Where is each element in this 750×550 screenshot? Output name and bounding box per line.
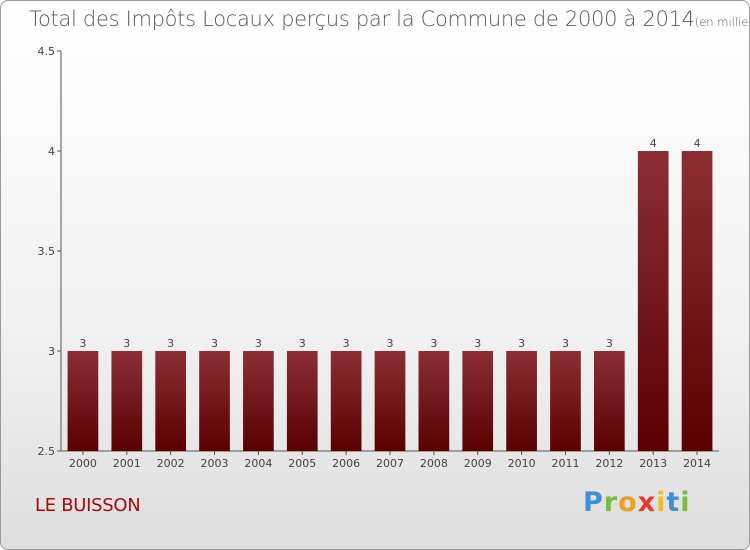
x-tick-label: 2004 (244, 457, 272, 470)
logo-letter: o (618, 487, 638, 518)
proxiti-logo: Proxiti (583, 487, 691, 518)
x-tick-label: 2000 (69, 457, 97, 470)
y-tick-label: 2.5 (38, 445, 56, 458)
x-tick-label: 2011 (551, 457, 579, 470)
x-tick-label: 2014 (683, 457, 711, 470)
logo-letter: P (583, 487, 604, 518)
bar (111, 351, 143, 451)
logo-letter: i (680, 487, 691, 518)
chart-title: Total des Impôts Locaux perçus par la Co… (29, 7, 749, 31)
bar (550, 351, 581, 451)
x-tick-label: 2001 (113, 457, 141, 470)
bar-value-label: 3 (474, 337, 481, 350)
bar (506, 351, 537, 451)
x-tick-label: 2006 (332, 457, 360, 470)
bar (637, 151, 669, 451)
logo-letter: t (666, 487, 681, 518)
x-tick-label: 2003 (201, 457, 229, 470)
y-tick-label: 4 (48, 145, 55, 158)
bar-value-label: 3 (343, 337, 350, 350)
logo-letter: x (637, 487, 657, 518)
logo-letter: r (603, 487, 619, 518)
x-tick-label: 2002 (157, 457, 185, 470)
bar-value-label: 3 (167, 337, 174, 350)
bar (330, 351, 362, 451)
bar-value-label: 3 (299, 337, 306, 350)
bar (155, 351, 187, 451)
x-tick-label: 2010 (508, 457, 536, 470)
y-tick-label: 3 (48, 345, 55, 358)
bar-value-label: 4 (694, 137, 701, 150)
y-tick-label: 4.5 (38, 45, 56, 58)
x-tick-label: 2009 (464, 457, 492, 470)
x-tick-label: 2013 (639, 457, 667, 470)
y-tick-label: 3.5 (38, 245, 56, 258)
bar-value-label: 3 (123, 337, 130, 350)
x-tick-label: 2005 (288, 457, 316, 470)
bar (418, 351, 450, 451)
title-unit: (en milliers d'€) (694, 15, 749, 29)
bar-value-label: 3 (518, 337, 525, 350)
bar-value-label: 3 (430, 337, 437, 350)
bar (374, 351, 406, 451)
bar-value-label: 3 (562, 337, 569, 350)
bar-value-label: 3 (255, 337, 262, 350)
x-tick-label: 2007 (376, 457, 404, 470)
commune-name: LE BUISSON (35, 495, 141, 516)
bar (67, 351, 99, 451)
bar-value-label: 3 (606, 337, 613, 350)
bar (681, 151, 713, 451)
bar (462, 351, 494, 451)
chart-bars: 3 2000 3 2001 3 2002 3 2003 3 2004 3 2005 3 2006 3 2007… (67, 137, 713, 470)
bar (199, 351, 230, 451)
title-text: Total des Impôts Locaux perçus par la Co… (29, 7, 695, 31)
logo-letter: i (656, 487, 667, 518)
x-tick-label: 2008 (420, 457, 448, 470)
bar-value-label: 3 (387, 337, 394, 350)
x-tick-label: 2012 (595, 457, 623, 470)
bar (286, 351, 318, 451)
bar-value-label: 3 (79, 337, 86, 350)
bar (593, 351, 625, 451)
bar (243, 351, 274, 451)
bar-value-label: 3 (211, 337, 218, 350)
bar-value-label: 4 (650, 137, 657, 150)
